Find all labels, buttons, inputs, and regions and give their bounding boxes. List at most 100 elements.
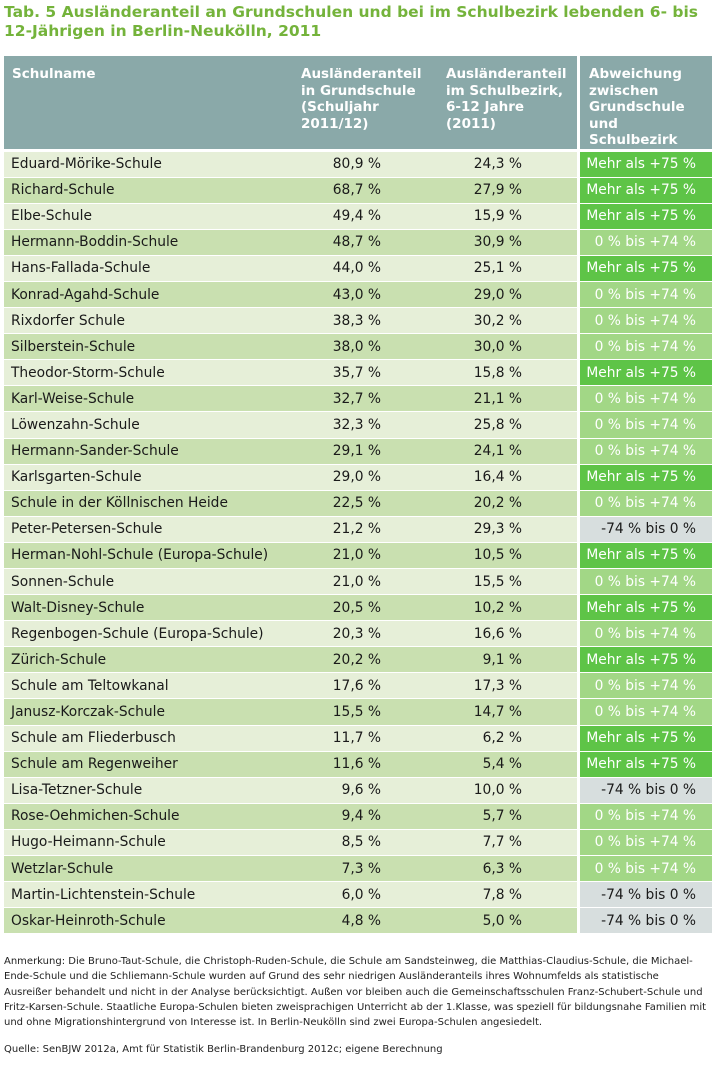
table-row: Oskar-Heinroth-Schule 4,8 % 5,0 % -74 % bis… xyxy=(4,908,712,935)
deviation-cell: -74 % bis 0 % xyxy=(577,777,712,804)
deviation-cell: Mehr als +75 % xyxy=(577,725,712,752)
school-name-cell: Hans-Fallada-Schule xyxy=(4,255,294,282)
share-school-cell: 43,0 % xyxy=(294,281,437,309)
share-school-cell: 38,0 % xyxy=(294,334,437,361)
share-school-cell: 32,3 % xyxy=(294,412,437,439)
deviation-cell: Mehr als +75 % xyxy=(577,203,712,230)
school-name-cell: Martin-Lichtenstein-Schule xyxy=(4,882,294,909)
share-district-cell: 27,9 % xyxy=(437,177,577,204)
table-row: Richard-Schule 68,7 % 27,9 % Mehr als +75 % xyxy=(4,177,712,204)
deviation-cell: Mehr als +75 % xyxy=(577,464,712,491)
share-district-cell: 20,2 % xyxy=(437,490,577,517)
table-row: Schule am Teltowkanal 17,6 % 17,3 % 0 % bis… xyxy=(4,673,712,700)
share-district-cell: 5,4 % xyxy=(437,751,577,778)
share-school-cell: 20,2 % xyxy=(294,647,437,674)
share-district-cell: 7,7 % xyxy=(437,829,577,857)
school-name-cell: Regenbogen-Schule (Europa-Schule) xyxy=(4,621,294,648)
share-district-cell: 15,5 % xyxy=(437,569,577,596)
school-name-cell: Wetzlar-Schule xyxy=(4,856,294,883)
share-school-cell: 44,0 % xyxy=(294,255,437,282)
school-name-cell: Janusz-Korczak-Schule xyxy=(4,699,294,726)
share-district-cell: 5,7 % xyxy=(437,803,577,830)
deviation-cell: 0 % bis +74 % xyxy=(577,569,712,596)
share-district-cell: 17,3 % xyxy=(437,673,577,700)
table-row: Schule in der Köllnischen Heide 22,5 % 20,… xyxy=(4,490,712,517)
school-name-cell: Herman-Nohl-Schule (Europa-Schule) xyxy=(4,542,294,569)
share-school-cell: 4,8 % xyxy=(294,908,437,935)
table-row: Eduard-Mörike-Schule 80,9 % 24,3 % Mehr als… xyxy=(4,151,712,178)
school-name-cell: Löwenzahn-Schule xyxy=(4,412,294,439)
table-row: Wetzlar-Schule 7,3 % 6,3 % 0 % bis +74 % xyxy=(4,856,712,883)
table-header-row: Schulname Ausländeranteil in Grundschule(… xyxy=(4,56,712,152)
header-share-district: Ausländeranteil im Schulbezirk, 6-12 Jahre… xyxy=(437,56,577,152)
deviation-cell: 0 % bis +74 % xyxy=(577,621,712,648)
share-school-cell: 9,4 % xyxy=(294,803,437,830)
school-name-cell: Zürich-Schule xyxy=(4,647,294,674)
deviation-cell: Mehr als +75 % xyxy=(577,647,712,674)
share-school-cell: 9,6 % xyxy=(294,777,437,804)
table-row: Walt-Disney-Schule 20,5 % 10,2 % Mehr als +… xyxy=(4,595,712,622)
table-row: Zürich-Schule 20,2 % 9,1 % Mehr als +75 % xyxy=(4,647,712,674)
school-name-cell: Richard-Schule xyxy=(4,177,294,204)
share-district-cell: 25,1 % xyxy=(437,255,577,282)
deviation-cell: 0 % bis +74 % xyxy=(577,699,712,726)
table-row: Regenbogen-Schule (Europa-Schule) 20,3 % 1… xyxy=(4,621,712,648)
school-name-cell: Konrad-Agahd-Schule xyxy=(4,281,294,309)
share-school-cell: 17,6 % xyxy=(294,673,437,700)
table-row: Hans-Fallada-Schule 44,0 % 25,1 % Mehr als … xyxy=(4,255,712,282)
source-line: Quelle: SenBJW 2012a, Amt für Statistik … xyxy=(4,1044,443,1055)
table-row: Karl-Weise-Schule 32,7 % 21,1 % 0 % bis +74… xyxy=(4,386,712,413)
share-school-cell: 20,5 % xyxy=(294,595,437,622)
deviation-cell: 0 % bis +74 % xyxy=(577,829,712,857)
deviation-cell: Mehr als +75 % xyxy=(577,595,712,622)
share-district-cell: 16,4 % xyxy=(437,464,577,491)
table-title: Tab. 5 Ausländeranteil an Grundschulen u… xyxy=(4,3,699,40)
deviation-cell: Mehr als +75 % xyxy=(577,542,712,569)
school-name-cell: Oskar-Heinroth-Schule xyxy=(4,908,294,935)
share-district-cell: 15,9 % xyxy=(437,203,577,230)
school-name-cell: Silberstein-Schule xyxy=(4,334,294,361)
deviation-cell: 0 % bis +74 % xyxy=(577,308,712,335)
deviation-cell: 0 % bis +74 % xyxy=(577,412,712,439)
share-school-cell: 11,6 % xyxy=(294,751,437,778)
share-school-cell: 48,7 % xyxy=(294,229,437,256)
share-school-cell: 32,7 % xyxy=(294,386,437,413)
table-row: Karlsgarten-Schule 29,0 % 16,4 % Mehr als +… xyxy=(4,464,712,491)
share-school-cell: 22,5 % xyxy=(294,490,437,517)
school-name-cell: Schule am Teltowkanal xyxy=(4,673,294,700)
school-name-cell: Rose-Oehmichen-Schule xyxy=(4,803,294,830)
school-name-cell: Walt-Disney-Schule xyxy=(4,595,294,622)
deviation-cell: Mehr als +75 % xyxy=(577,255,712,282)
school-name-cell: Lisa-Tetzner-Schule xyxy=(4,777,294,804)
share-district-cell: 6,2 % xyxy=(437,725,577,752)
table-row: Löwenzahn-Schule 32,3 % 25,8 % 0 % bis +74 … xyxy=(4,412,712,439)
table-row: Theodor-Storm-Schule 35,7 % 15,8 % Mehr als… xyxy=(4,360,712,387)
deviation-cell: 0 % bis +74 % xyxy=(577,281,712,309)
school-name-cell: Theodor-Storm-Schule xyxy=(4,360,294,387)
deviation-cell: Mehr als +75 % xyxy=(577,151,712,178)
table-row: Konrad-Agahd-Schule 43,0 % 29,0 % 0 % bis +… xyxy=(4,281,712,309)
deviation-cell: 0 % bis +74 % xyxy=(577,334,712,361)
table-row: Janusz-Korczak-Schule 15,5 % 14,7 % 0 % bis… xyxy=(4,699,712,726)
share-school-cell: 80,9 % xyxy=(294,151,437,178)
share-school-cell: 68,7 % xyxy=(294,177,437,204)
share-school-cell: 38,3 % xyxy=(294,308,437,335)
share-district-cell: 6,3 % xyxy=(437,856,577,883)
table-row: Silberstein-Schule 38,0 % 30,0 % 0 % bis +7… xyxy=(4,334,712,361)
school-name-cell: Hermann-Boddin-Schule xyxy=(4,229,294,256)
table-row: Schule am Regenweiher 11,6 % 5,4 % Mehr als… xyxy=(4,751,712,778)
table-row: Rose-Oehmichen-Schule 9,4 % 5,7 % 0 % bis +… xyxy=(4,803,712,830)
deviation-cell: Mehr als +75 % xyxy=(577,360,712,387)
deviation-cell: 0 % bis +74 % xyxy=(577,856,712,883)
school-name-cell: Hugo-Heimann-Schule xyxy=(4,829,294,857)
table-row: Rixdorfer Schule 38,3 % 30,2 % 0 % bis +74 … xyxy=(4,308,712,335)
table-row: Hermann-Boddin-Schule 48,7 % 30,9 % 0 % bis… xyxy=(4,229,712,256)
share-district-cell: 30,0 % xyxy=(437,334,577,361)
table-row: Sonnen-Schule 21,0 % 15,5 % 0 % bis +74 % xyxy=(4,569,712,596)
deviation-cell: -74 % bis 0 % xyxy=(577,516,712,543)
table-row: Herman-Nohl-Schule (Europa-Schule) 21,0 %… xyxy=(4,542,712,569)
share-school-cell: 49,4 % xyxy=(294,203,437,230)
header-deviation: Abweichung zwischen Grundschule und Schulbe… xyxy=(577,56,712,152)
share-district-cell: 10,2 % xyxy=(437,595,577,622)
share-district-cell: 24,1 % xyxy=(437,438,577,465)
